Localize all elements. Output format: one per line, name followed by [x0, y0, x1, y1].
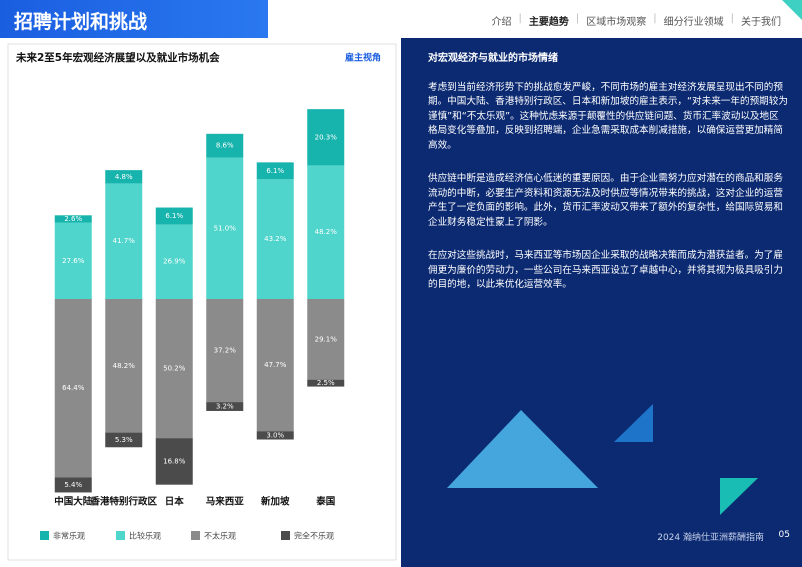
article-heading: 对宏观经济与就业的市场情绪 [428, 53, 558, 64]
footer-text: 2024 瀚纳仕亚洲薪酬指南 [657, 533, 764, 543]
legend-label: 非常乐观 [53, 531, 85, 541]
x-tick-label: 泰国 [315, 496, 335, 508]
data-label: 8.6% [216, 142, 234, 150]
chart-title: 未来2至5年宏观经济展望以及就业市场机会 [15, 51, 220, 64]
data-label: 2.5% [317, 379, 335, 387]
triangle [447, 410, 598, 488]
triangle [720, 478, 758, 515]
legend-swatch [116, 531, 125, 540]
data-label: 6.1% [165, 212, 183, 220]
corner-triangle [782, 0, 802, 20]
bar-segment [155, 299, 193, 439]
bar-segment [256, 299, 294, 432]
legend-swatch [191, 531, 200, 540]
nav-separator: | [653, 13, 657, 24]
legend-swatch [40, 531, 49, 540]
legend-swatch [281, 531, 290, 540]
chart-tag: 雇主视角 [345, 52, 381, 64]
paragraph: 在应对这些挑战时，马来西亚等市场因企业采取的战略决策而成为潜获益者。为了雇佣更为… [428, 250, 783, 290]
x-tick-label: 香港特别行政区 [89, 496, 157, 508]
bar-segment [307, 299, 345, 380]
data-label: 26.9% [163, 258, 186, 266]
bar-segment [105, 432, 143, 448]
bar-segment [206, 299, 244, 403]
data-label: 3.0% [266, 431, 284, 439]
nav-separator: | [730, 13, 734, 24]
data-label: 41.7% [113, 237, 136, 245]
data-label: 43.2% [264, 235, 287, 243]
data-label: 50.2% [163, 365, 186, 373]
x-tick-label: 日本 [165, 496, 185, 508]
legend-label: 完全不乐观 [294, 531, 334, 541]
legend-label: 比较乐观 [129, 531, 161, 541]
bar-segment [155, 207, 193, 225]
nav-item: 介绍 [491, 17, 512, 28]
triangle [614, 404, 653, 442]
data-label: 16.8% [163, 457, 186, 465]
chart: 未来2至5年宏观经济展望以及就业市场机会 雇主视角 27.6% 2.6% 64.4%… [15, 51, 381, 541]
bar-segment [155, 438, 193, 485]
data-label: 4.8% [115, 173, 133, 181]
data-label: 51.0% [214, 224, 237, 232]
chart-frame [7, 43, 397, 561]
data-label: 20.3% [315, 133, 338, 141]
bar-segment [307, 165, 345, 299]
bar-segment [105, 299, 143, 433]
nav: 介绍 | 主要趋势 | 区域市场观察 | 细分行业领域 | 关于我们 [485, 13, 789, 28]
bar-segment [54, 222, 92, 299]
data-label: 29.1% [315, 335, 338, 343]
data-label: 48.2% [113, 362, 136, 370]
bar-segment [54, 299, 92, 478]
paragraph: 供应链中断是造成经济信心低迷的重要原因。由于企业需努力应对潜在的商品和服务流动的… [428, 173, 783, 228]
data-label: 37.2% [214, 347, 237, 355]
bar-segment [206, 402, 244, 411]
bar-segment [307, 109, 345, 166]
bar-segment [206, 157, 244, 299]
bar-segment [54, 215, 92, 223]
paragraph: 考虑到当前经济形势下的挑战愈发严峻，不同市场的雇主对经济发展呈现出不同的预期。中… [428, 81, 788, 151]
nav-item: 主要趋势 [528, 17, 569, 28]
bar-segment [307, 379, 345, 387]
bar-segment [105, 170, 143, 184]
bar-segment [54, 477, 92, 493]
nav-item: 区域市场观察 [586, 17, 647, 28]
nav-separator: | [575, 13, 580, 24]
bar-segment [206, 133, 244, 158]
page-title: 招聘计划和挑战 [14, 11, 148, 33]
bar-segment [256, 179, 294, 299]
bar-segment [105, 183, 143, 299]
legend-label: 不太乐观 [204, 531, 236, 541]
nav-separator: | [518, 13, 522, 24]
bar-segment [155, 224, 193, 299]
data-label: 3.2% [216, 403, 234, 411]
data-label: 2.6% [64, 215, 82, 223]
x-tick-label: 中国大陆 [54, 496, 93, 508]
x-tick-label: 马来西亚 [206, 496, 245, 508]
data-label: 6.1% [266, 167, 284, 175]
data-label: 5.3% [115, 436, 133, 444]
data-label: 27.6% [62, 257, 85, 265]
page-number: 05 [778, 530, 790, 540]
data-label: 47.7% [264, 361, 287, 369]
data-label: 48.2% [315, 228, 338, 236]
bar-segment [256, 162, 294, 180]
title-box: 招聘计划和挑战 [0, 0, 268, 38]
data-label: 64.4% [62, 384, 85, 392]
article: 对宏观经济与就业的市场情绪 考虑到当前经济形势下的挑战愈发严峻，不同市场的雇主对… [428, 52, 788, 312]
nav-item: 关于我们 [741, 17, 781, 28]
data-label: 5.4% [64, 481, 82, 489]
x-tick-label: 新加坡 [261, 496, 290, 508]
nav-item: 细分行业领域 [663, 17, 724, 28]
bar-segment [256, 431, 294, 440]
